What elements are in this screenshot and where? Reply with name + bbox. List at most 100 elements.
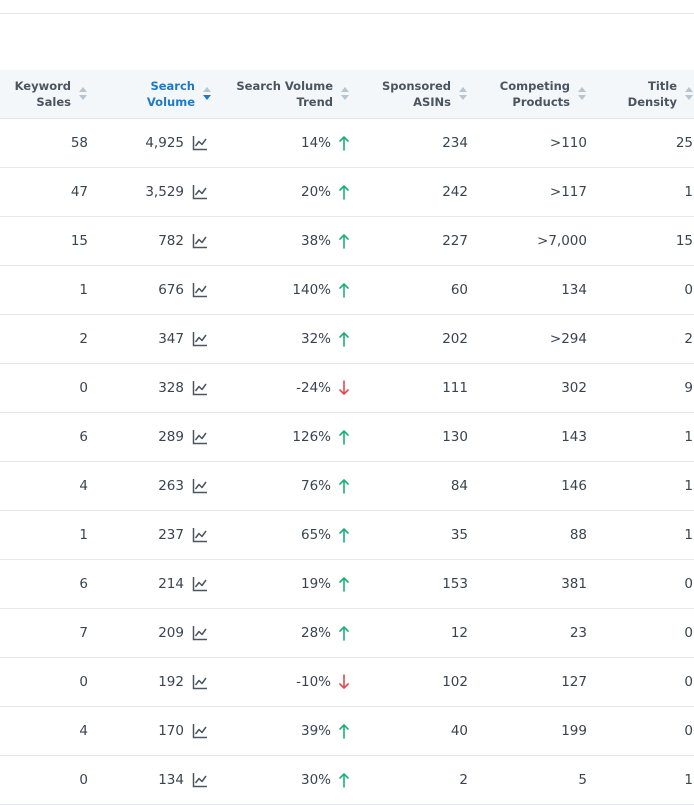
cell-competing-products: 302 bbox=[561, 380, 587, 396]
trend-up-arrow bbox=[339, 234, 349, 249]
cell-competing-products: 88 bbox=[569, 527, 587, 543]
trend-up-arrow bbox=[339, 528, 349, 543]
table-row: 1 237 65% 35 88 1 bbox=[0, 511, 694, 560]
cell-keyword-sales: 0 bbox=[79, 674, 88, 690]
header-label: Competing bbox=[499, 79, 570, 93]
sort-icon[interactable] bbox=[684, 86, 694, 102]
trend-chart-icon[interactable] bbox=[192, 429, 208, 445]
cell-title-density: 15 bbox=[675, 233, 693, 249]
table-row: 7 209 28% 12 23 0 bbox=[0, 609, 694, 658]
header-label: Sponsored bbox=[381, 79, 451, 93]
table-row: 58 4,925 14% 234 >110 25 bbox=[0, 119, 694, 168]
cell-trend: 30% bbox=[300, 772, 331, 788]
cell-competing-products: 5 bbox=[578, 772, 587, 788]
trend-chart-icon[interactable] bbox=[192, 478, 208, 494]
table-row: 4 263 76% 84 146 1 bbox=[0, 462, 694, 511]
cell-trend: -10% bbox=[296, 674, 331, 690]
sort-icon[interactable] bbox=[458, 86, 468, 102]
divider bbox=[0, 13, 694, 14]
sort-icon[interactable] bbox=[202, 86, 212, 102]
column-header[interactable]: Title Density bbox=[0, 70, 677, 118]
cell-competing-products: >7,000 bbox=[537, 233, 587, 249]
cell-keyword-sales: 6 bbox=[79, 429, 88, 445]
cell-trend: 19% bbox=[300, 576, 331, 592]
cell-title-density: 1 bbox=[684, 527, 693, 543]
header-label: Products bbox=[512, 95, 570, 109]
cell-keyword-sales: 47 bbox=[70, 184, 88, 200]
cell-keyword-sales: 4 bbox=[79, 478, 88, 494]
cell-trend: 126% bbox=[292, 429, 331, 445]
trend-up-arrow bbox=[339, 724, 349, 739]
trend-chart-icon[interactable] bbox=[192, 282, 208, 298]
cell-sponsored-asins: 202 bbox=[442, 331, 468, 347]
cell-keyword-sales: 1 bbox=[79, 282, 88, 298]
cell-sponsored-asins: 12 bbox=[450, 625, 468, 641]
cell-competing-products: 143 bbox=[561, 429, 587, 445]
header-label: Trend bbox=[296, 95, 333, 109]
column-header[interactable]: Search Volume bbox=[0, 70, 195, 118]
trend-chart-icon[interactable] bbox=[192, 576, 208, 592]
cell-search-volume: 214 bbox=[158, 576, 184, 592]
cell-title-density: 2 bbox=[684, 331, 693, 347]
table-row: 0 134 30% 2 5 1 bbox=[0, 756, 694, 805]
table-row: 0 328 -24% 111 302 9 bbox=[0, 364, 694, 413]
trend-chart-icon[interactable] bbox=[192, 625, 208, 641]
cell-sponsored-asins: 35 bbox=[450, 527, 468, 543]
cell-trend: 38% bbox=[300, 233, 331, 249]
trend-up-arrow bbox=[339, 479, 349, 494]
table-row: 6 289 126% 130 143 1 bbox=[0, 413, 694, 462]
cell-title-density: 0 bbox=[684, 576, 693, 592]
trend-up-arrow bbox=[339, 626, 349, 641]
trend-up-arrow bbox=[339, 185, 349, 200]
header-label: ASINs bbox=[413, 95, 451, 109]
cell-trend: 20% bbox=[300, 184, 331, 200]
table-row: 6 214 19% 153 381 0 bbox=[0, 560, 694, 609]
cell-competing-products: >117 bbox=[549, 184, 587, 200]
trend-chart-icon[interactable] bbox=[192, 674, 208, 690]
cell-sponsored-asins: 102 bbox=[442, 674, 468, 690]
cell-trend: 32% bbox=[300, 331, 331, 347]
header-label: Sales bbox=[36, 95, 71, 109]
cell-search-volume: 782 bbox=[158, 233, 184, 249]
cell-search-volume: 347 bbox=[158, 331, 184, 347]
cell-sponsored-asins: 84 bbox=[450, 478, 468, 494]
cell-search-volume: 289 bbox=[158, 429, 184, 445]
sort-icon[interactable] bbox=[577, 86, 587, 102]
column-header[interactable]: Sponsored ASINs bbox=[0, 70, 451, 118]
table-row: 2 347 32% 202 >294 2 bbox=[0, 315, 694, 364]
cell-sponsored-asins: 40 bbox=[450, 723, 468, 739]
cell-competing-products: 199 bbox=[561, 723, 587, 739]
trend-chart-icon[interactable] bbox=[192, 723, 208, 739]
cell-search-volume: 3,529 bbox=[145, 184, 184, 200]
trend-chart-icon[interactable] bbox=[192, 184, 208, 200]
cell-competing-products: >294 bbox=[549, 331, 587, 347]
cell-search-volume: 263 bbox=[158, 478, 184, 494]
cell-keyword-sales: 4 bbox=[79, 723, 88, 739]
cell-keyword-sales: 2 bbox=[79, 331, 88, 347]
trend-chart-icon[interactable] bbox=[192, 527, 208, 543]
trend-chart-icon[interactable] bbox=[192, 380, 208, 396]
cell-trend: 65% bbox=[300, 527, 331, 543]
cell-search-volume: 328 bbox=[158, 380, 184, 396]
trend-chart-icon[interactable] bbox=[192, 331, 208, 347]
cell-competing-products: 127 bbox=[561, 674, 587, 690]
cell-sponsored-asins: 234 bbox=[442, 135, 468, 151]
page: Keyword Sales Search Volume Search Volume Tre… bbox=[0, 13, 694, 805]
cell-competing-products: >110 bbox=[549, 135, 587, 151]
cell-title-density: 0 bbox=[684, 723, 693, 739]
cell-sponsored-asins: 242 bbox=[442, 184, 468, 200]
header-label: Title bbox=[647, 79, 677, 93]
trend-chart-icon[interactable] bbox=[192, 233, 208, 249]
cell-trend: 140% bbox=[292, 282, 331, 298]
sort-icon[interactable] bbox=[78, 86, 88, 102]
cell-sponsored-asins: 60 bbox=[450, 282, 468, 298]
column-header[interactable]: Search Volume Trend bbox=[0, 70, 333, 118]
column-header[interactable]: Keyword Sales bbox=[0, 70, 71, 118]
table-row: 47 3,529 20% 242 >117 1 bbox=[0, 168, 694, 217]
cell-search-volume: 237 bbox=[158, 527, 184, 543]
sort-icon[interactable] bbox=[340, 86, 350, 102]
trend-chart-icon[interactable] bbox=[192, 135, 208, 151]
table-row: 1 676 140% 60 134 0 bbox=[0, 266, 694, 315]
cell-competing-products: 381 bbox=[561, 576, 587, 592]
column-header[interactable]: Competing Products bbox=[0, 70, 570, 118]
